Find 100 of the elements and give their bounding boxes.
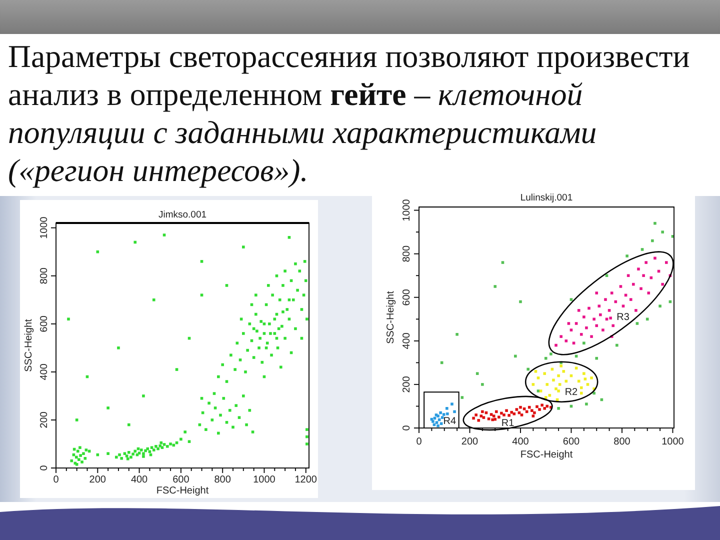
y-tick-label: 400 xyxy=(39,363,50,380)
point xyxy=(577,309,580,312)
point xyxy=(440,416,444,419)
point xyxy=(480,414,483,418)
text: анализ в определенном xyxy=(8,77,322,112)
y-axis-title: SSC-Height xyxy=(24,318,34,372)
x-tick-label: 1200 xyxy=(294,474,318,486)
y-tick-label: 600 xyxy=(402,288,412,306)
point xyxy=(604,298,607,301)
x-tick-label: 1000 xyxy=(662,436,684,448)
point xyxy=(501,261,504,264)
point xyxy=(546,383,549,386)
chart-title: Lulinskij.001 xyxy=(520,192,573,204)
x-tick-label: 200 xyxy=(89,474,106,486)
point xyxy=(446,412,449,416)
point xyxy=(574,354,578,358)
point xyxy=(634,309,638,312)
point xyxy=(481,410,484,414)
point xyxy=(570,328,573,332)
point xyxy=(605,318,608,321)
point xyxy=(450,402,454,406)
point xyxy=(605,274,608,277)
point xyxy=(472,416,475,420)
x-tick-label: 400 xyxy=(512,436,530,448)
point xyxy=(546,404,549,408)
point xyxy=(586,383,590,386)
point xyxy=(436,424,440,428)
point xyxy=(432,420,434,423)
point xyxy=(580,332,583,336)
point xyxy=(588,306,590,310)
point xyxy=(435,421,438,424)
point xyxy=(636,322,639,325)
x-axis-title: FSC-Height xyxy=(520,450,573,460)
text: гейте xyxy=(330,77,406,112)
point xyxy=(492,414,496,418)
point xyxy=(658,304,662,308)
point xyxy=(560,364,562,368)
y-tick-label: 1000 xyxy=(39,216,50,239)
point xyxy=(534,370,538,373)
x-tick-label: 600 xyxy=(562,436,580,448)
x-tick-label: 0 xyxy=(53,474,60,486)
point xyxy=(585,402,588,406)
point xyxy=(619,285,622,288)
y-tick-label: 0 xyxy=(39,464,50,471)
point xyxy=(544,356,548,360)
point xyxy=(490,413,493,416)
point xyxy=(500,412,503,415)
point xyxy=(543,407,546,410)
point xyxy=(536,405,538,408)
y-tick-label: 800 xyxy=(39,267,50,284)
point xyxy=(512,412,516,416)
point xyxy=(570,298,573,301)
point xyxy=(582,372,586,375)
point xyxy=(456,332,458,336)
point xyxy=(632,282,635,286)
point xyxy=(595,324,598,328)
y-tick-label: 200 xyxy=(402,376,412,393)
point xyxy=(536,390,540,392)
y-tick-label: 400 xyxy=(402,332,412,350)
chart-title: Jimkso.001 xyxy=(158,210,207,220)
point xyxy=(654,256,656,260)
point xyxy=(602,328,604,332)
point xyxy=(460,396,464,399)
y-tick-label: 0 xyxy=(402,424,412,431)
point xyxy=(550,352,552,356)
x-tick-label: 400 xyxy=(130,474,148,486)
point xyxy=(599,313,602,316)
point xyxy=(539,390,542,392)
x-axis-title: FSC-Height xyxy=(156,486,209,496)
point xyxy=(474,414,478,416)
point xyxy=(526,368,530,371)
point xyxy=(498,416,500,419)
point xyxy=(520,414,524,416)
point xyxy=(577,380,580,383)
point xyxy=(543,372,546,375)
point xyxy=(557,374,560,378)
x-tick-label: 800 xyxy=(614,436,631,448)
point xyxy=(538,408,541,411)
y-tick-label: 600 xyxy=(39,315,50,332)
y-tick-label: 800 xyxy=(402,245,412,262)
point xyxy=(580,386,583,390)
y-axis-title: SSC-Height xyxy=(386,290,396,344)
point xyxy=(580,392,583,395)
point xyxy=(442,413,446,416)
point xyxy=(642,274,645,277)
series-label: R4 xyxy=(443,416,457,427)
point xyxy=(654,222,656,225)
text: Параметры светорассеяния позволяют произвести xyxy=(8,39,690,74)
point xyxy=(612,324,615,328)
x-tick-label: 1000 xyxy=(253,474,276,486)
point xyxy=(439,411,442,414)
point xyxy=(528,406,531,409)
point xyxy=(608,309,611,312)
point xyxy=(476,372,479,375)
point xyxy=(530,409,534,412)
point xyxy=(661,230,664,234)
point xyxy=(592,318,596,321)
point xyxy=(647,292,650,294)
y-tick-label: 1000 xyxy=(402,198,412,222)
text: популяции с заданными характеристиками xyxy=(8,115,597,150)
